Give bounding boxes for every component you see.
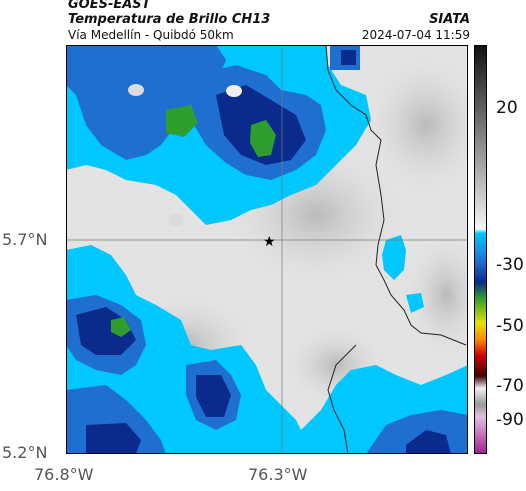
cloud-region	[166, 105, 198, 137]
lon-label: 76.3°W	[248, 465, 308, 484]
timestamp: 2024-07-04 11:59	[361, 28, 470, 42]
organization-label: SIATA	[429, 12, 470, 27]
cloud-region	[111, 317, 131, 337]
lat-label: 5.2°N	[2, 443, 48, 462]
cloud-region	[66, 45, 226, 160]
colorbar-tick: -90	[496, 410, 524, 430]
region-subtitle: Vía Medellín - Quibdó 50km	[68, 28, 234, 42]
cloud-region	[196, 375, 231, 417]
colorbar-tick: 20	[496, 98, 518, 118]
lon-label: 76.8°W	[34, 465, 94, 484]
colorbar-tick: -30	[496, 255, 524, 275]
clear-hole	[128, 84, 144, 96]
colorbar-tick: -70	[496, 376, 524, 396]
grey-texture	[406, 235, 468, 355]
lat-label: 5.7°N	[2, 230, 48, 249]
cloud-region	[406, 430, 451, 454]
grey-texture	[366, 55, 468, 195]
cloud-region	[86, 423, 141, 454]
cloud-region	[250, 120, 276, 157]
colorbar-tick: -50	[496, 316, 524, 336]
satellite-name: GOES-EAST	[68, 0, 151, 12]
border-line	[325, 45, 467, 454]
cloud-region	[406, 293, 424, 313]
satellite-map: ★	[66, 45, 468, 454]
colorbar	[474, 45, 487, 454]
product-title: Temperatura de Brillo CH13	[68, 12, 271, 27]
cloud-region	[341, 50, 356, 65]
cloud-region	[382, 235, 406, 280]
clear-hole	[168, 214, 184, 226]
clear-hole	[226, 85, 242, 97]
cloud-region	[66, 245, 316, 454]
star-marker: ★	[263, 234, 276, 250]
